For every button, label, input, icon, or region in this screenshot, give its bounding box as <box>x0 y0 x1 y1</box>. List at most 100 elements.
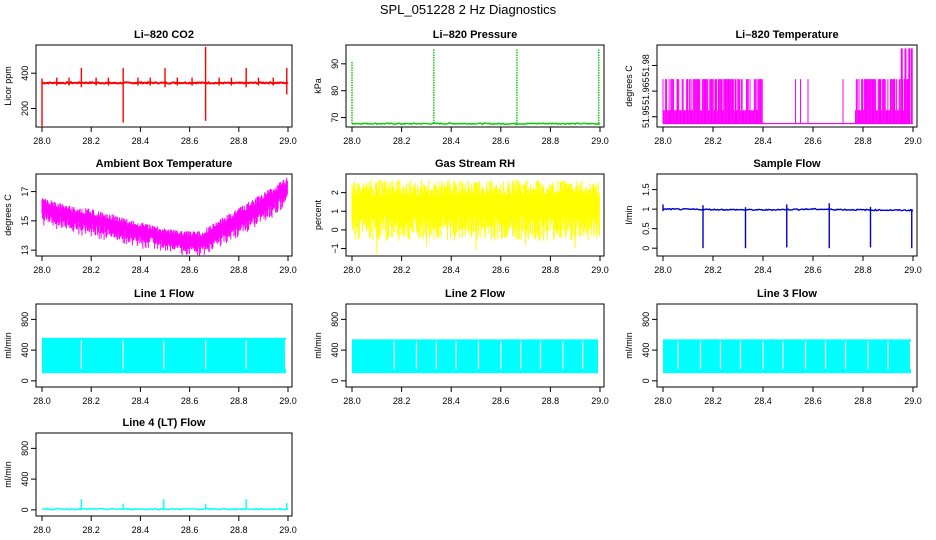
x-tick-label: 29.0 <box>279 265 297 275</box>
x-tick-label: 28.2 <box>704 396 722 406</box>
x-tick-label: 29.0 <box>591 265 609 275</box>
x-tick-label: 28.6 <box>492 136 510 146</box>
x-tick-label: 28.6 <box>181 396 199 406</box>
x-tick-label: 28.0 <box>654 136 672 146</box>
y-axis-label: percent <box>313 199 323 230</box>
y-axis-label: l/min <box>624 205 634 224</box>
chart-title: Gas Stream RH <box>435 158 515 170</box>
series-7 <box>42 337 287 374</box>
x-tick-label: 29.0 <box>904 396 922 406</box>
plot-frame <box>35 44 293 128</box>
chart-panel-6: Sample Flow 28.0 28.2 28.4 28.6 28.8 29.0 0 0.5 1… <box>624 158 922 275</box>
flow-band <box>352 339 598 374</box>
plot-frame <box>656 44 918 128</box>
chart-title: Sample Flow <box>753 158 821 170</box>
series-3 <box>662 48 913 125</box>
noise-band <box>41 177 288 256</box>
x-tick-label: 28.2 <box>393 136 411 146</box>
x-tick-label: 28.6 <box>804 136 822 146</box>
chart-title: Li–820 CO2 <box>134 29 194 41</box>
y-tick-label: 51.965 <box>641 77 651 105</box>
x-tick-label: 28.4 <box>132 136 150 146</box>
x-tick-label: 28.6 <box>181 265 199 275</box>
plot-frame <box>345 44 605 128</box>
x-tick-label: 28.0 <box>343 136 361 146</box>
x-tick-label: 28.0 <box>654 396 672 406</box>
y-tick-label: 400 <box>641 343 651 358</box>
plot-frame <box>35 173 293 257</box>
series-4 <box>41 177 288 256</box>
series-8 <box>352 339 598 374</box>
y-tick-label: 51.95 <box>641 105 651 128</box>
band-2 <box>707 79 763 124</box>
y-tick-label: 400 <box>20 66 30 81</box>
chart-title: Li–820 Pressure <box>433 29 517 41</box>
plot-frame <box>345 173 605 257</box>
x-tick-label: 28.2 <box>82 525 100 535</box>
x-tick-label: 28.4 <box>442 265 460 275</box>
x-tick-label: 28.4 <box>442 136 460 146</box>
series-9 <box>663 339 912 374</box>
y-axis-label: degrees C <box>624 65 634 107</box>
x-tick-label: 29.0 <box>904 265 922 275</box>
x-tick-label: 28.6 <box>181 525 199 535</box>
y-tick-label: 0 <box>641 378 651 383</box>
x-tick-label: 28.0 <box>343 265 361 275</box>
y-tick-label: 400 <box>330 343 340 358</box>
y-tick-label: 51.98 <box>641 54 651 77</box>
chart-panel-8: Line 2 Flow 28.0 28.2 28.4 28.6 28.8 29.0 0 400 8… <box>313 288 609 406</box>
x-tick-label: 29.0 <box>279 525 297 535</box>
chart-panel-5: Gas Stream RH 28.0 28.2 28.4 28.6 28.8 29.0 −1 0… <box>313 158 609 275</box>
x-tick-label: 28.6 <box>492 265 510 275</box>
y-axis-label: kPa <box>313 78 323 94</box>
x-tick-label: 28.4 <box>442 396 460 406</box>
x-tick-label: 28.8 <box>542 136 560 146</box>
plot-frame <box>345 303 605 388</box>
y-tick-label: 800 <box>641 312 651 327</box>
x-tick-label: 28.4 <box>754 136 772 146</box>
chart-title: Line 2 Flow <box>445 288 505 300</box>
series-6 <box>662 203 914 249</box>
x-tick-label: 29.0 <box>591 396 609 406</box>
chart-title: Line 3 Flow <box>757 288 817 300</box>
x-tick-label: 28.8 <box>230 396 248 406</box>
y-tick-label: 0 <box>20 507 30 512</box>
chart-panel-1: Li–820 CO2 28.0 28.2 28.4 28.6 28.8 29.0 200 400… <box>3 29 297 146</box>
x-tick-label: 28.2 <box>82 265 100 275</box>
series-1 <box>41 46 289 127</box>
chart-title: Line 1 Flow <box>134 288 194 300</box>
plot-frame <box>656 173 918 257</box>
x-tick-label: 28.4 <box>132 396 150 406</box>
y-tick-label: 200 <box>20 101 30 116</box>
series-line <box>41 507 289 511</box>
chart-title: Li–820 Temperature <box>735 29 838 41</box>
x-tick-label: 28.8 <box>542 265 560 275</box>
x-tick-label: 28.6 <box>492 396 510 406</box>
plot-frame <box>35 303 293 388</box>
x-tick-label: 28.8 <box>854 265 872 275</box>
chart-panel-7: Line 1 Flow 28.0 28.2 28.4 28.6 28.8 29.0 0 400 8… <box>3 288 297 406</box>
y-tick-label: 0 <box>330 378 340 383</box>
x-tick-label: 28.0 <box>33 136 51 146</box>
x-tick-label: 28.6 <box>181 136 199 146</box>
y-tick-label: 13 <box>20 245 30 255</box>
flow-band <box>42 337 287 374</box>
y-tick-label: 800 <box>20 441 30 456</box>
y-tick-label: 0.5 <box>641 222 651 235</box>
figure-title: SPL_051228 2 Hz Diagnostics <box>379 2 557 17</box>
band-1 <box>662 79 709 124</box>
plot-frame <box>35 432 293 517</box>
chart-panel-9: Line 3 Flow 28.0 28.2 28.4 28.6 28.8 29.0 0 400 8… <box>624 288 922 406</box>
x-tick-label: 28.0 <box>33 525 51 535</box>
x-tick-label: 28.4 <box>754 265 772 275</box>
y-tick-label: 2 <box>330 190 340 195</box>
y-tick-label: 1 <box>330 209 340 214</box>
chart-title: Line 4 (LT) Flow <box>123 417 206 429</box>
x-tick-label: 28.8 <box>230 525 248 535</box>
x-tick-label: 28.2 <box>82 396 100 406</box>
noise-band <box>351 179 600 255</box>
y-tick-label: 0 <box>330 227 340 232</box>
chart-panel-2: Li–820 Pressure 28.0 28.2 28.4 28.6 28.8 29.0 7… <box>313 29 609 146</box>
y-axis-label: ml/min <box>313 332 323 359</box>
